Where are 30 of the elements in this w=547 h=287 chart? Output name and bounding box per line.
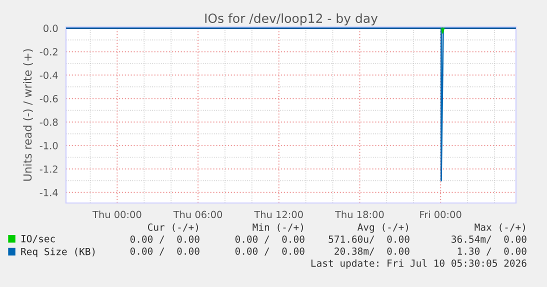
y-axis-title: Units read (-) / write (+) [23, 49, 33, 181]
y-tick-label: 0.0 [44, 24, 58, 32]
y-tick-label: -1.4 [40, 189, 58, 196]
y-tick-label: -0.4 [40, 72, 58, 79]
text: Min (-/+) [252, 223, 303, 232]
text: Max (-/+) [474, 223, 525, 232]
y-tick-label: -0.8 [40, 118, 58, 126]
text: 20.38m/ 0.00 [334, 247, 410, 256]
y-tick-label: -1.0 [40, 142, 58, 150]
y-tick-label: -0.2 [40, 48, 58, 56]
text: 0.00 / 0.00 [130, 235, 200, 244]
text: 571.60u/ 0.00 [328, 235, 410, 244]
text: 36.54m/ 0.00 [452, 235, 526, 244]
text: Cur (-/+) [148, 223, 198, 232]
legend-label: IO/sec [21, 235, 55, 244]
x-tick-label: Thu 06:00 [173, 210, 222, 218]
x-tick-label: Fri 00:00 [420, 210, 462, 218]
text: 0.00 / 0.00 [235, 247, 304, 256]
legend-label: Req Size (KB) [21, 248, 95, 258]
text: 1.30 / 0.00 [458, 247, 526, 256]
text: 0.00 / 0.00 [130, 247, 200, 256]
text: Avg (-/+) [358, 223, 408, 233]
y-tick-label: -0.6 [40, 95, 58, 102]
chart-title: IOs for /dev/loop12 - by day [205, 13, 378, 26]
y-tick-label: -1.2 [40, 165, 58, 173]
x-tick-label: Thu 12:00 [254, 210, 303, 218]
x-tick-label: Thu 18:00 [335, 210, 384, 218]
x-tick-label: Thu 00:00 [92, 210, 142, 218]
text: Last update: Fri Jul 10 05:30:05 2026 [311, 259, 526, 269]
text: 0.00 / 0.00 [235, 235, 304, 244]
